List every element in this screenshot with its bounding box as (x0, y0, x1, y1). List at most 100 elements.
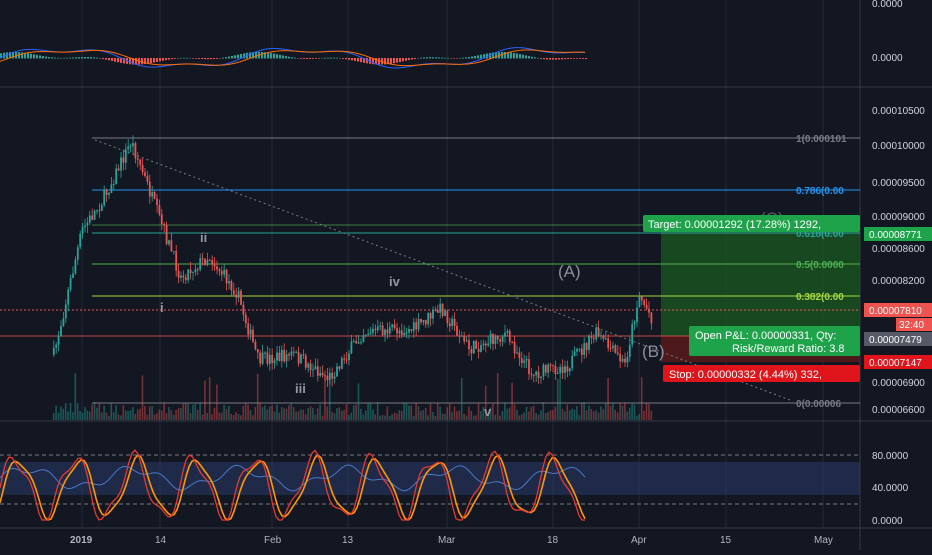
candle-body (175, 251, 178, 271)
volume-bar (182, 403, 185, 420)
volume-bar (609, 405, 612, 420)
candle-body (513, 342, 516, 354)
target-label-box[interactable] (643, 215, 860, 232)
stop-label-box[interactable] (663, 365, 860, 382)
candle-body (324, 375, 326, 377)
candle-body (307, 363, 310, 368)
candle-body (614, 345, 617, 353)
macd-hist-bar (321, 57, 323, 59)
wave-label-b: (B) (642, 342, 665, 361)
volume-bar (386, 406, 389, 420)
volume-bar (96, 407, 98, 420)
pnl-label-box[interactable] (689, 326, 860, 356)
candle-body (343, 358, 346, 360)
macd-hist-bar (414, 58, 416, 59)
volume-bar (367, 402, 369, 420)
candle-body (554, 365, 557, 375)
candle-body (417, 319, 420, 330)
candle-body (412, 322, 415, 331)
macd-hist-bar (234, 55, 236, 59)
macd-hist-bar (243, 53, 245, 59)
candle-body (607, 338, 610, 348)
volume-bar (254, 407, 257, 420)
macd-tick-zero: 0.0000 (872, 53, 903, 64)
macd-hist-bar (180, 57, 182, 59)
candle-body (441, 303, 444, 316)
volume-bar (422, 410, 425, 420)
macd-hist-bar (585, 58, 587, 60)
trendline[interactable] (94, 139, 791, 401)
macd-hist-bar (324, 57, 326, 59)
macd-hist-bar (450, 58, 452, 59)
candle-body (463, 335, 466, 342)
volume-bar (458, 410, 461, 420)
macd-hist-bar (72, 57, 74, 59)
volume-bar (424, 407, 427, 420)
macd-hist-bar (105, 58, 107, 60)
volume-bar (427, 415, 429, 420)
candle-body (208, 259, 211, 261)
volume-bar (446, 407, 449, 420)
fib-label-1: 1(0.000101 (796, 134, 847, 145)
macd-hist-bar (102, 58, 104, 60)
macd-hist-bar (39, 55, 41, 59)
volume-bar (52, 413, 55, 420)
candle-body (103, 190, 106, 206)
macd-hist-bar (129, 58, 131, 65)
volume-bar (242, 405, 245, 420)
macd-hist-bar (93, 57, 95, 59)
volume-bar (276, 404, 278, 420)
price-axis[interactable]: 0.0000 0.0000 0.00010500 0.00010000 0.00… (864, 0, 932, 527)
time-axis[interactable]: 2019 14 Feb 13 Mar 18 Apr 15 May (70, 535, 833, 546)
volume-bar (88, 411, 91, 420)
macd-hist-bar (168, 58, 170, 60)
volume-bar (355, 404, 357, 420)
candle-body (420, 319, 422, 323)
candle-body (225, 269, 228, 284)
date-tick-may: May (814, 535, 833, 546)
candle-body (213, 264, 216, 267)
macd-hist-bar (273, 53, 275, 59)
volume-bar (117, 414, 120, 420)
candle-body (588, 335, 590, 350)
volume-bar (220, 412, 223, 420)
candle-body (72, 273, 74, 278)
candle-body (410, 329, 413, 331)
macd-hist-bar (417, 58, 419, 59)
candle-body (192, 272, 194, 274)
candle-body (592, 337, 595, 340)
volume-bar (302, 409, 305, 420)
volume-bar (537, 414, 540, 420)
volume-bar (156, 413, 158, 420)
candle-body (537, 371, 540, 378)
volume-bar (429, 403, 432, 420)
candle-body (216, 266, 218, 270)
candle-body (388, 327, 391, 334)
candle-body (117, 168, 120, 171)
candle-body (376, 326, 379, 331)
candle-body (350, 341, 353, 354)
volume-bar (604, 403, 607, 420)
candle-body (151, 191, 154, 197)
volume-bar (444, 413, 446, 420)
fib-retracement[interactable]: 1(0.000101 0.786(0.00 0.618(0.00 0.5(0.0… (92, 134, 860, 410)
macd-hist-bar (144, 58, 146, 65)
candle-body (292, 351, 295, 353)
macd-hist-bar (186, 57, 188, 59)
candle-body (590, 335, 593, 338)
macd-hist-bar (174, 58, 176, 59)
macd-hist-bar (294, 57, 296, 59)
candle-body (158, 204, 161, 215)
macd-hist-bar (81, 57, 83, 59)
volume-bar (223, 404, 225, 420)
volume-bar (475, 415, 477, 420)
volume-bar (614, 409, 617, 420)
volume-bar (468, 406, 470, 420)
candle-body (115, 168, 118, 185)
candle-body (223, 269, 226, 275)
volume-bar (338, 407, 341, 420)
candle-body (88, 215, 91, 223)
volume-bar (588, 405, 590, 420)
macd-hist-bar (108, 58, 110, 61)
